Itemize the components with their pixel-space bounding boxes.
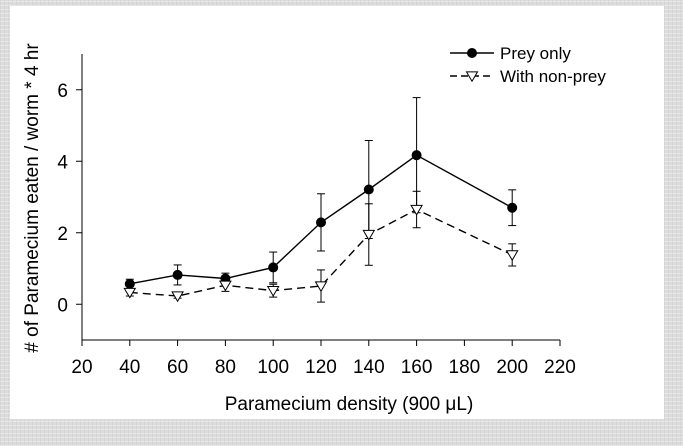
- x-tick-label: 140: [353, 357, 385, 378]
- data-point-with-non-prey: [266, 286, 280, 297]
- legend-label-with-non-prey: With non-prey: [500, 67, 606, 86]
- legend-item-prey-only: Prey only: [450, 44, 571, 63]
- x-ticks: 20 40 60 80 100 120 140 160 180 200 220: [71, 340, 576, 378]
- data-point-with-non-prey: [123, 287, 137, 299]
- data-point-with-non-prey: [465, 71, 479, 83]
- data-point-prey-only: [124, 278, 135, 289]
- x-tick-label: 180: [449, 357, 481, 378]
- data-point-prey-only: [467, 48, 477, 58]
- chart-panel: 20 40 60 80 100 120 140 160 180 200 220 0 2 4 6 Prey …: [10, 6, 664, 419]
- data-point-prey-only: [411, 150, 422, 161]
- x-tick-label: 60: [167, 357, 188, 378]
- series-prey-only: [124, 97, 518, 290]
- series-line-prey-only: [129, 154, 513, 285]
- data-point-prey-only: [507, 202, 518, 213]
- series-with-non-prey: [123, 190, 519, 303]
- legend-label-prey-only: Prey only: [500, 44, 571, 63]
- data-point-with-non-prey: [505, 250, 519, 262]
- series-line-with-non-prey: [129, 208, 513, 297]
- data-point-prey-only: [363, 184, 374, 195]
- x-tick-label: 200: [496, 357, 528, 378]
- data-point-prey-only: [268, 262, 279, 273]
- data-point-prey-only: [172, 269, 183, 280]
- data-point-prey-only: [316, 217, 326, 228]
- y-ticks: 0 2 4 6: [57, 81, 82, 316]
- y-tick-label: 0: [57, 295, 68, 316]
- x-tick-label: 20: [71, 357, 92, 378]
- x-tick-label: 40: [119, 357, 140, 378]
- data-point-with-non-prey: [314, 281, 328, 293]
- x-tick-label: 160: [401, 357, 433, 378]
- data-point-with-non-prey: [171, 291, 184, 303]
- data-point-with-non-prey: [410, 204, 423, 216]
- data-point-with-non-prey: [362, 229, 376, 241]
- x-tick-label: 120: [305, 357, 337, 378]
- y-tick-label: 2: [57, 224, 68, 245]
- y-tick-label: 4: [57, 152, 68, 173]
- legend: Prey only With non-prey: [450, 44, 606, 86]
- x-tick-label: 80: [215, 357, 236, 378]
- data-point-with-non-prey: [219, 280, 232, 292]
- series-layer: [123, 97, 519, 303]
- y-axis-title: # of Paramecium eaten / worm * 4 hr: [22, 43, 43, 353]
- y-tick-label: 6: [57, 81, 68, 102]
- axes: 20 40 60 80 100 120 140 160 180 200 220 0 2 4 6: [57, 54, 576, 378]
- legend-item-with-non-prey: With non-prey: [450, 67, 606, 86]
- chart: 20 40 60 80 100 120 140 160 180 200 220 0 2 4 6 Prey …: [22, 43, 606, 415]
- x-axis-title: Paramecium density (900 μL): [225, 394, 474, 415]
- x-tick-label: 100: [257, 357, 289, 378]
- x-tick-label: 220: [544, 357, 576, 378]
